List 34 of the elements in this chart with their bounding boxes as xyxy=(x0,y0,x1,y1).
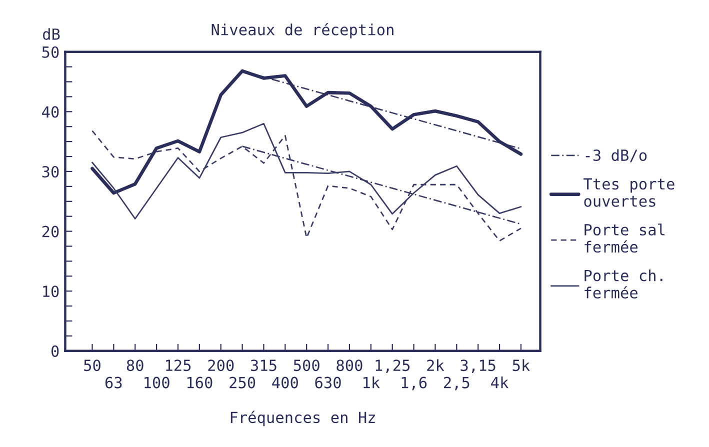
y-tick-label: 0 xyxy=(51,345,59,357)
y-axis-title: dB xyxy=(43,28,60,40)
x-tick-label: 800 xyxy=(336,360,362,372)
x-tick-label: 630 xyxy=(315,376,341,388)
x-tick-label: 2k xyxy=(427,359,444,371)
x-tick-label: 1,25 xyxy=(376,360,410,374)
y-tick-label: 10 xyxy=(43,286,59,298)
x-tick-label: 400 xyxy=(272,376,298,388)
x-tick-label: 250 xyxy=(230,376,256,388)
x-tick-label: 315 xyxy=(250,360,276,372)
y-tick-label: 30 xyxy=(42,166,59,178)
x-tick-label: 200 xyxy=(208,360,234,372)
x-tick-label: 4k xyxy=(491,376,508,388)
y-tick-label: 50 xyxy=(42,46,59,58)
legend-label: Porte sal fermée xyxy=(584,224,664,253)
x-tick-label: 125 xyxy=(166,360,191,372)
x-tick-label: 5k xyxy=(512,359,530,372)
x-tick-label: 1k xyxy=(364,376,380,388)
x-tick-label: 2,5 xyxy=(444,376,470,390)
legend-label: Ttes porte ouvertes xyxy=(584,178,674,207)
x-tick-label: 100 xyxy=(144,376,170,388)
chart-title: Niveaux de réception xyxy=(212,22,394,38)
x-tick-label: 3,15 xyxy=(460,360,496,374)
x-axis-title: Fréquences en Hz xyxy=(230,410,375,426)
x-tick-label: 1,6 xyxy=(402,376,427,390)
x-tick-label: 80 xyxy=(126,360,144,372)
x-tick-label: 50 xyxy=(84,360,100,372)
legend-label: -3 dB/o xyxy=(586,149,647,162)
x-tick-label: 160 xyxy=(187,376,212,388)
y-tick-label: 20 xyxy=(42,226,59,238)
y-tick-label: 40 xyxy=(42,106,59,118)
legend-label: Porte ch. fermée xyxy=(584,269,662,299)
x-tick-label: 500 xyxy=(294,360,320,372)
x-tick-label: 63 xyxy=(105,376,122,388)
